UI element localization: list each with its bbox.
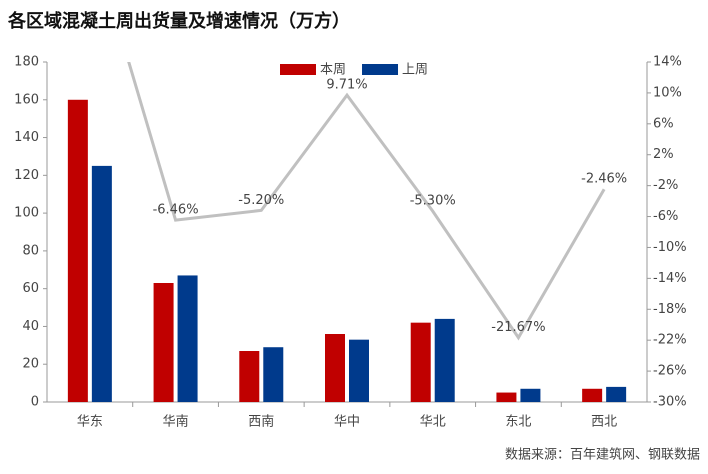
y-tick-label: 80	[22, 243, 39, 258]
legend-swatch	[280, 64, 316, 75]
y-tick-label: 120	[14, 168, 39, 183]
data-label: -21.67%	[491, 320, 545, 335]
legend-swatch	[362, 64, 399, 75]
chart-title: 各区域混凝土周出货量及增速情况（万方）	[7, 10, 350, 32]
y2-tick-label: -14%	[653, 271, 687, 286]
bar	[67, 99, 88, 403]
data-label: -6.46%	[153, 203, 199, 218]
bar	[349, 339, 369, 402]
bar	[177, 275, 198, 402]
x-tick-label: 东北	[505, 415, 531, 430]
bar	[606, 386, 627, 402]
y2-tick-label: -22%	[653, 333, 687, 348]
bar	[153, 283, 174, 402]
bar	[263, 347, 284, 402]
bar	[410, 322, 431, 402]
data-label: -5.30%	[410, 194, 456, 209]
y2-tick-label: -26%	[653, 364, 687, 379]
y-tick-label: 40	[22, 319, 39, 334]
y2-tick-label: -18%	[653, 302, 687, 317]
y-tick-label: 60	[22, 281, 39, 296]
y-tick-label: 140	[14, 130, 39, 145]
data-label: -5.20%	[238, 193, 284, 208]
legend-label: 上周	[402, 63, 428, 78]
y-tick-label: 160	[14, 92, 39, 107]
x-tick-label: 华东	[77, 415, 103, 430]
source: 数据来源：百年建筑网、钢联数据	[505, 447, 700, 463]
bar	[239, 351, 260, 402]
x-tick-label: 西南	[248, 414, 274, 430]
bar	[496, 392, 517, 402]
bar	[520, 388, 541, 402]
y-tick-label: 100	[14, 206, 39, 221]
x-tick-label: 西北	[591, 415, 617, 430]
y2-tick-label: -30%	[653, 395, 687, 410]
y2-tick-label: 14%	[653, 55, 682, 70]
x-tick-label: 华北	[420, 415, 446, 430]
y2-tick-label: -2%	[653, 178, 678, 193]
data-label: -2.46%	[581, 172, 627, 187]
x-tick-label: 华中	[334, 415, 360, 430]
y2-tick-label: 6%	[653, 116, 674, 131]
y2-tick-label: -10%	[653, 240, 687, 255]
growth-line	[127, 62, 606, 341]
bar	[582, 388, 603, 402]
y-tick-label: 20	[22, 357, 39, 372]
x-tick-label: 华南	[163, 414, 189, 430]
y2-tick-label: 10%	[653, 85, 682, 100]
bar	[434, 318, 455, 402]
bar	[91, 165, 112, 402]
bar	[325, 334, 345, 402]
legend-label: 本周	[320, 63, 346, 78]
y-tick-label: 180	[14, 55, 39, 70]
y-tick-label: 0	[31, 395, 39, 410]
y2-tick-label: 2%	[653, 147, 674, 162]
y2-tick-label: -6%	[653, 209, 678, 224]
data-label: 9.71%	[326, 78, 367, 93]
